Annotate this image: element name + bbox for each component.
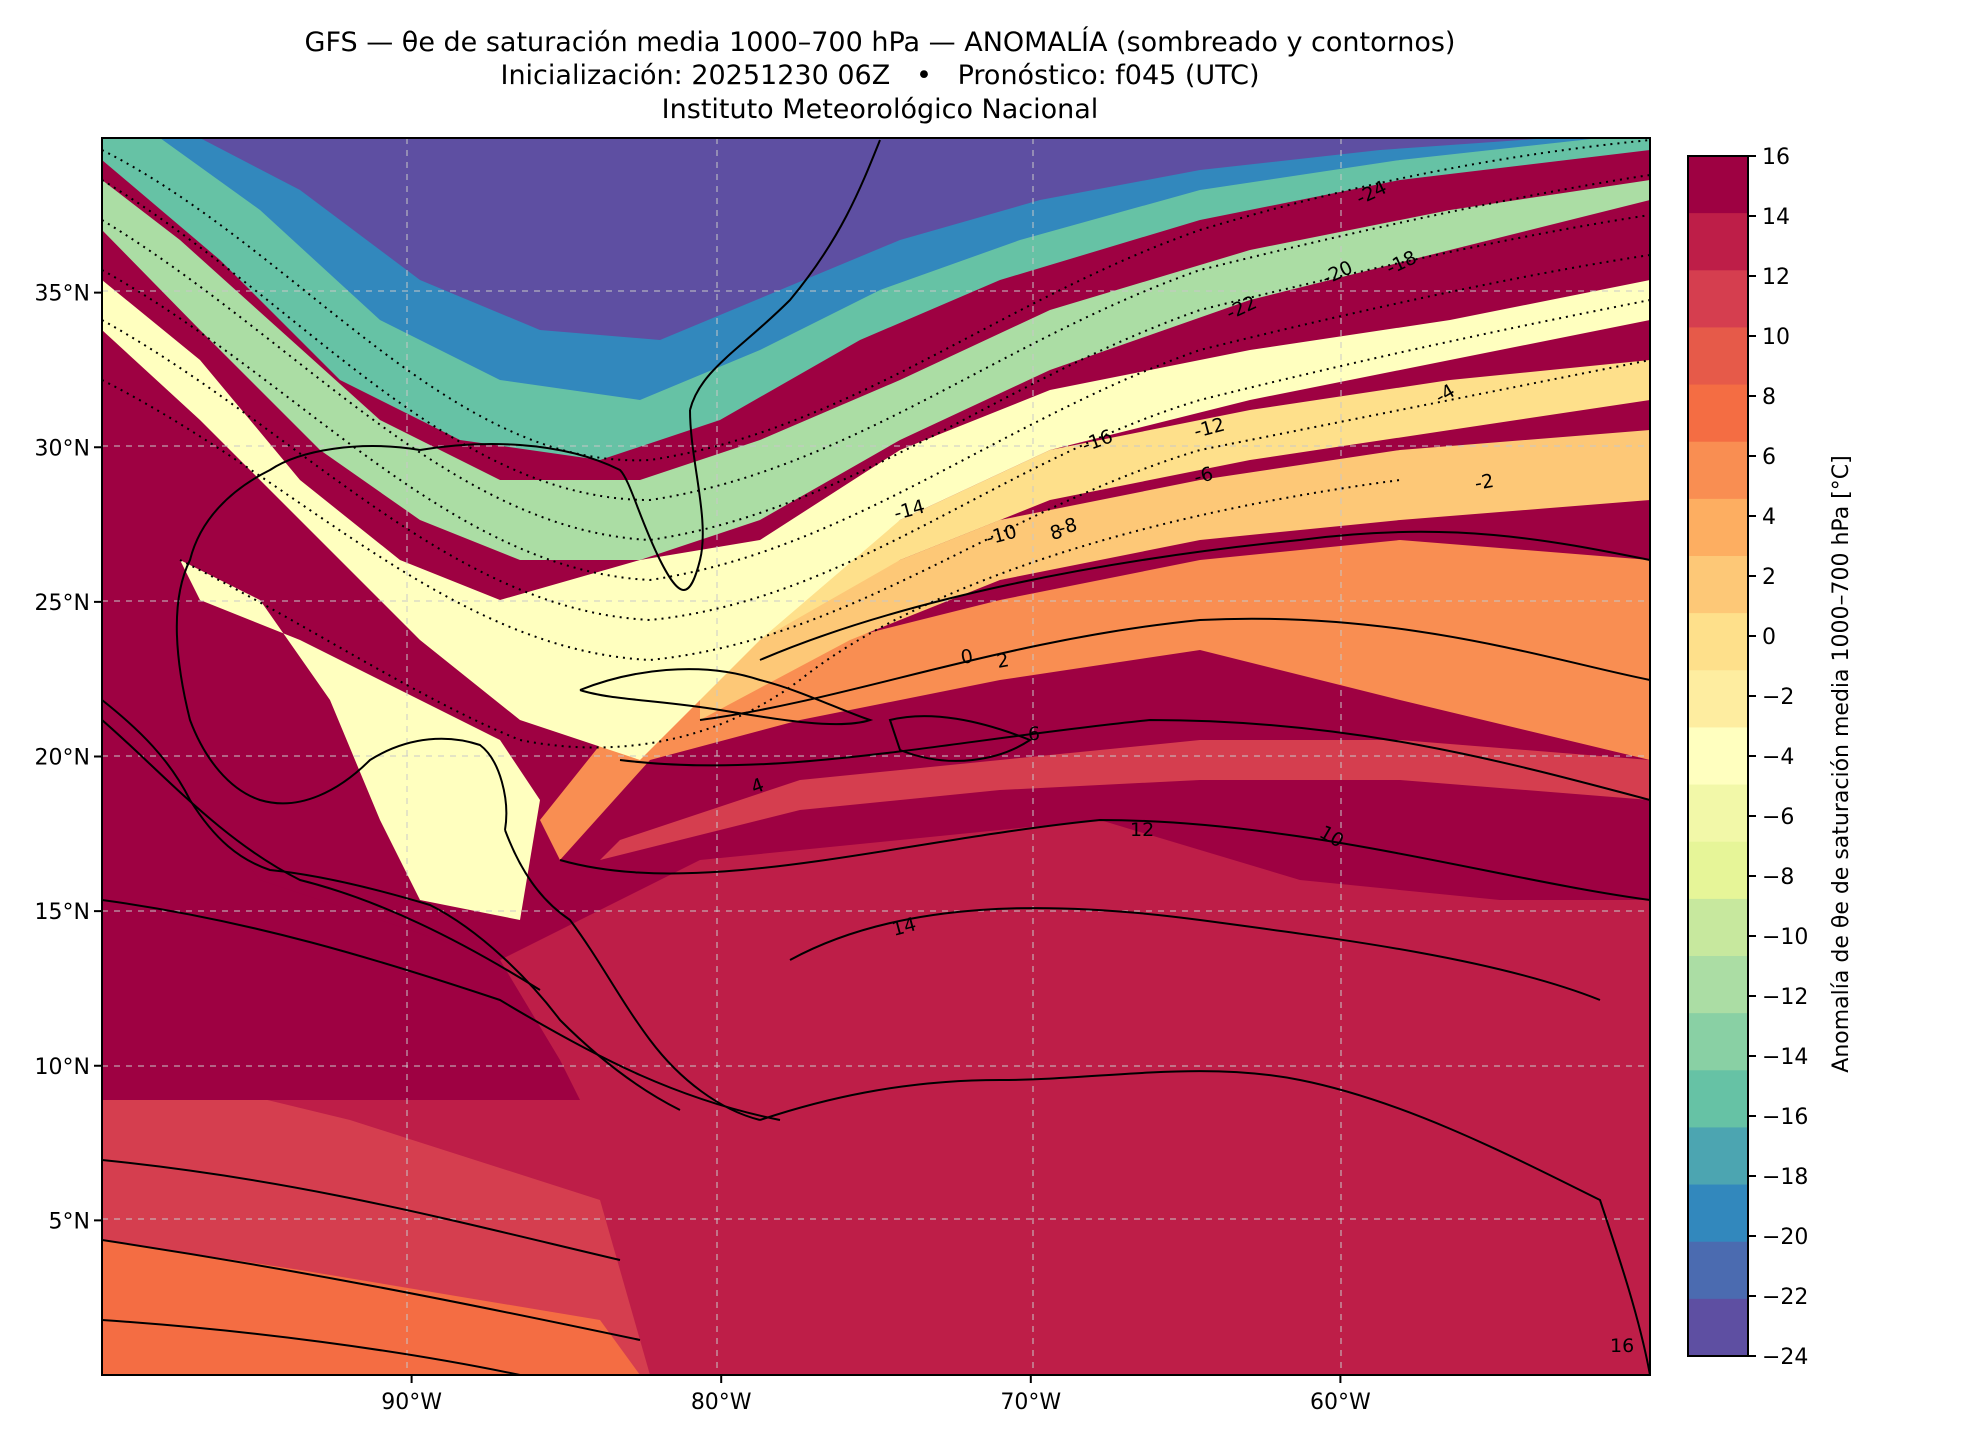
colorbar: 16 14 12 10 8 6 4 2 0 −2 −4 −6 −8 −10 −12 −14 −16 −18 −20 −… [1687, 145, 1808, 1370]
lon-tick-label: 80°W [691, 1390, 752, 1415]
coastline-mexico-pacific [102, 699, 681, 1111]
title-line-2: Inicialización: 20251230 06Z • Pronóstic… [500, 60, 1260, 91]
contour-label: -2 [1473, 470, 1495, 495]
lon-tick-label: 70°W [1000, 1390, 1061, 1415]
colorbar-label: Anomalía de θe de saturación media 1000–… [1829, 455, 1854, 1072]
shading-band-2 [700, 430, 1650, 720]
contour-label: 12 [1130, 819, 1154, 841]
colorbar-swatch [1688, 1127, 1748, 1186]
colorbar-tick-label: −2 [1762, 685, 1794, 710]
coastline-cuba [579, 668, 874, 726]
colorbar-swatch [1688, 727, 1748, 786]
colorbar-tick-label: −16 [1762, 1105, 1808, 1130]
colorbar-swatch [1688, 1070, 1748, 1128]
colorbar-swatch [1688, 898, 1748, 957]
shading-band-mexico-cool [180, 560, 540, 920]
coastline-gulf [175, 445, 508, 831]
lat-tick-label: 20°N [35, 746, 90, 771]
shading-band-minus10 [102, 180, 1650, 560]
colorbar-tick-label: −12 [1762, 985, 1808, 1010]
colorbar-tick-label: −6 [1762, 805, 1794, 830]
axis-ticks: 90°W 80°W 70°W 60°W35°N30°N25°N20°N15°N10°N… [35, 282, 1371, 1415]
colorbar-swatch [1688, 1013, 1748, 1071]
colorbar-swatch [1688, 213, 1748, 271]
lat-tick-label: 15°N [35, 900, 90, 925]
title-line-3: Instituto Meteorológico Nacional [661, 94, 1099, 125]
coastline-florida [419, 409, 704, 591]
colorbar-swatch [1688, 1241, 1748, 1300]
lon-tick-label: 60°W [1310, 1390, 1371, 1415]
contour-label: 6 [1028, 723, 1040, 745]
colorbar-swatch [1688, 327, 1748, 386]
lat-tick-label: 25°N [35, 591, 90, 616]
gridlines [102, 138, 1650, 1375]
colorbar-swatch [1688, 613, 1748, 671]
coastline-us-east [689, 139, 881, 411]
shading-band-warm-sector [600, 740, 1650, 860]
colorbar-tick-label: −18 [1762, 1165, 1808, 1190]
shading-band-6 [540, 540, 1650, 860]
colorbar-tick-label: 8 [1762, 385, 1776, 410]
lat-tick-label: 35°N [35, 282, 90, 307]
colorbar-swatch [1688, 1184, 1748, 1243]
coastline-hispaniola [888, 715, 1033, 762]
colorbar-tick-label: 16 [1762, 145, 1790, 170]
contour-label: 0 [959, 645, 975, 669]
lat-tick-label: 30°N [35, 436, 90, 461]
shading-band-warm-8 [102, 1240, 640, 1375]
coastlines [102, 139, 1650, 1375]
colorbar-tick-label: −22 [1762, 1285, 1808, 1310]
title-line-1: GFS — θe de saturación media 1000–700 hP… [304, 27, 1456, 58]
colorbar-swatch [1688, 956, 1748, 1014]
lat-tick-label: 5°N [49, 1209, 90, 1234]
colorbar-tick-label: −4 [1762, 745, 1794, 770]
positive-contours [102, 530, 1650, 1375]
colorbar-tick-label: 10 [1762, 325, 1790, 350]
colorbar-tick-label: −8 [1762, 865, 1794, 890]
colorbar-tick-label: 6 [1762, 445, 1776, 470]
colorbar-swatch [1688, 670, 1748, 728]
colorbar-tick-label: 2 [1762, 565, 1776, 590]
colorbar-swatch [1688, 556, 1748, 614]
colorbar-swatch [1688, 441, 1748, 500]
shading-band-0 [760, 360, 1650, 640]
map-area [102, 138, 1650, 1375]
colorbar-tick-label: −14 [1762, 1045, 1808, 1070]
colorbar-tick-label: −10 [1762, 925, 1808, 950]
coastline-central-america [504, 829, 761, 1121]
shading-band-pacific-coast-warm [102, 720, 580, 1100]
colorbar-tick-label: −20 [1762, 1225, 1808, 1250]
colorbar-swatch [1688, 156, 1748, 214]
contour-label: 16 [1610, 1335, 1634, 1357]
colorbar-tick-label: 14 [1762, 205, 1790, 230]
contour-label: 8 [1048, 520, 1065, 544]
colorbar-swatch [1688, 784, 1748, 843]
colorbar-tick-label: 0 [1762, 625, 1776, 650]
colorbar-swatch [1688, 384, 1748, 443]
shading-band-minus24 [200, 138, 1550, 340]
colorbar-swatch [1688, 841, 1748, 900]
colorbar-swatch [1688, 1298, 1748, 1357]
coastline-south-america [759, 1070, 1650, 1375]
lat-tick-label: 10°N [35, 1055, 90, 1080]
negative-contours [102, 139, 1650, 749]
colorbar-swatch [1688, 498, 1748, 557]
contour-label: 2 [995, 649, 1011, 673]
colorbar-tick-label: −24 [1762, 1345, 1808, 1370]
colorbar-tick-label: 4 [1762, 505, 1776, 530]
colorbar-swatch [1688, 270, 1748, 328]
lon-tick-label: 90°W [381, 1390, 442, 1415]
colorbar-tick-label: 12 [1762, 265, 1790, 290]
shading-band-gulf-cool [102, 280, 1650, 760]
